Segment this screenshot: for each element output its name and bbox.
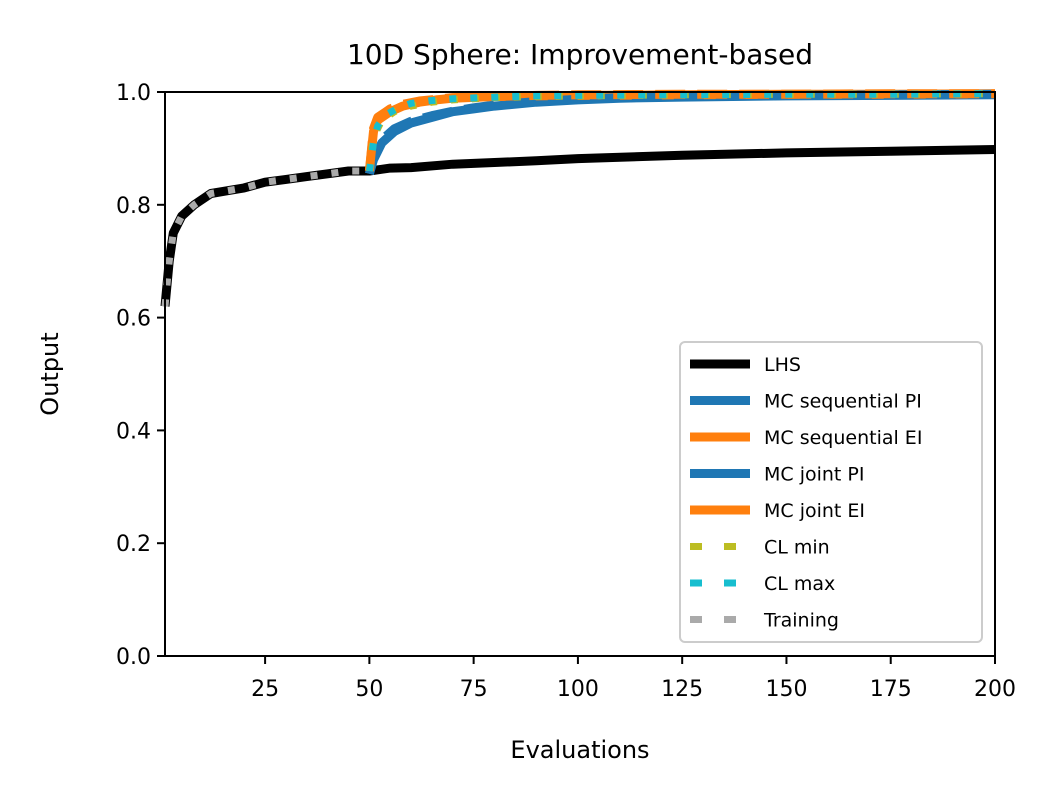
y-tick-label: 0.4: [116, 419, 151, 444]
legend-label-cl-min: CL min: [764, 537, 830, 559]
legend-label-mc-joint-ei: MC joint EI: [764, 500, 865, 522]
series-line-training: [161, 167, 370, 307]
legend-label-mc-sequential-ei: MC sequential EI: [764, 427, 922, 449]
y-axis: 0.0 0.2 0.4 0.6 0.8 1.0: [116, 81, 165, 670]
series-line-mc-joint-pi: [365, 89, 996, 175]
x-axis-label: Evaluations: [510, 736, 649, 764]
y-tick-label: 1.0: [116, 81, 151, 106]
y-axis-label: Output: [36, 332, 64, 415]
x-tick-label: 100: [557, 677, 599, 702]
x-tick-label: 150: [765, 677, 807, 702]
x-tick-label: 75: [460, 677, 488, 702]
series-line-cl-max: [365, 90, 996, 172]
legend-label-cl-max: CL max: [764, 573, 835, 595]
legend-label-mc-sequential-pi: MC sequential PI: [764, 391, 922, 413]
legend: LHS MC sequential PI MC sequential EI MC jo…: [679, 341, 983, 643]
x-tick-label: 175: [870, 677, 912, 702]
plot-lines: [160, 89, 996, 307]
plot-frame: [164, 91, 996, 657]
y-tick-label: 0.0: [116, 645, 151, 670]
chart-title: 10D Sphere: Improvement-based: [347, 38, 813, 71]
legend-label-training: Training: [763, 610, 839, 632]
y-tick-label: 0.2: [116, 532, 151, 557]
x-tick-label: 125: [661, 677, 703, 702]
x-axis: 25 50 75 100 125 150 175 200: [251, 656, 1016, 702]
y-tick-label: 0.6: [116, 307, 151, 332]
y-tick-label: 0.8: [116, 194, 151, 219]
legend-label-lhs: LHS: [764, 354, 801, 376]
legend-label-mc-joint-pi: MC joint PI: [764, 464, 864, 486]
legend-box: [679, 341, 983, 643]
x-tick-label: 50: [355, 677, 383, 702]
x-tick-label: 200: [974, 677, 1016, 702]
x-tick-label: 25: [251, 677, 279, 702]
series-line-lhs: [160, 145, 996, 307]
